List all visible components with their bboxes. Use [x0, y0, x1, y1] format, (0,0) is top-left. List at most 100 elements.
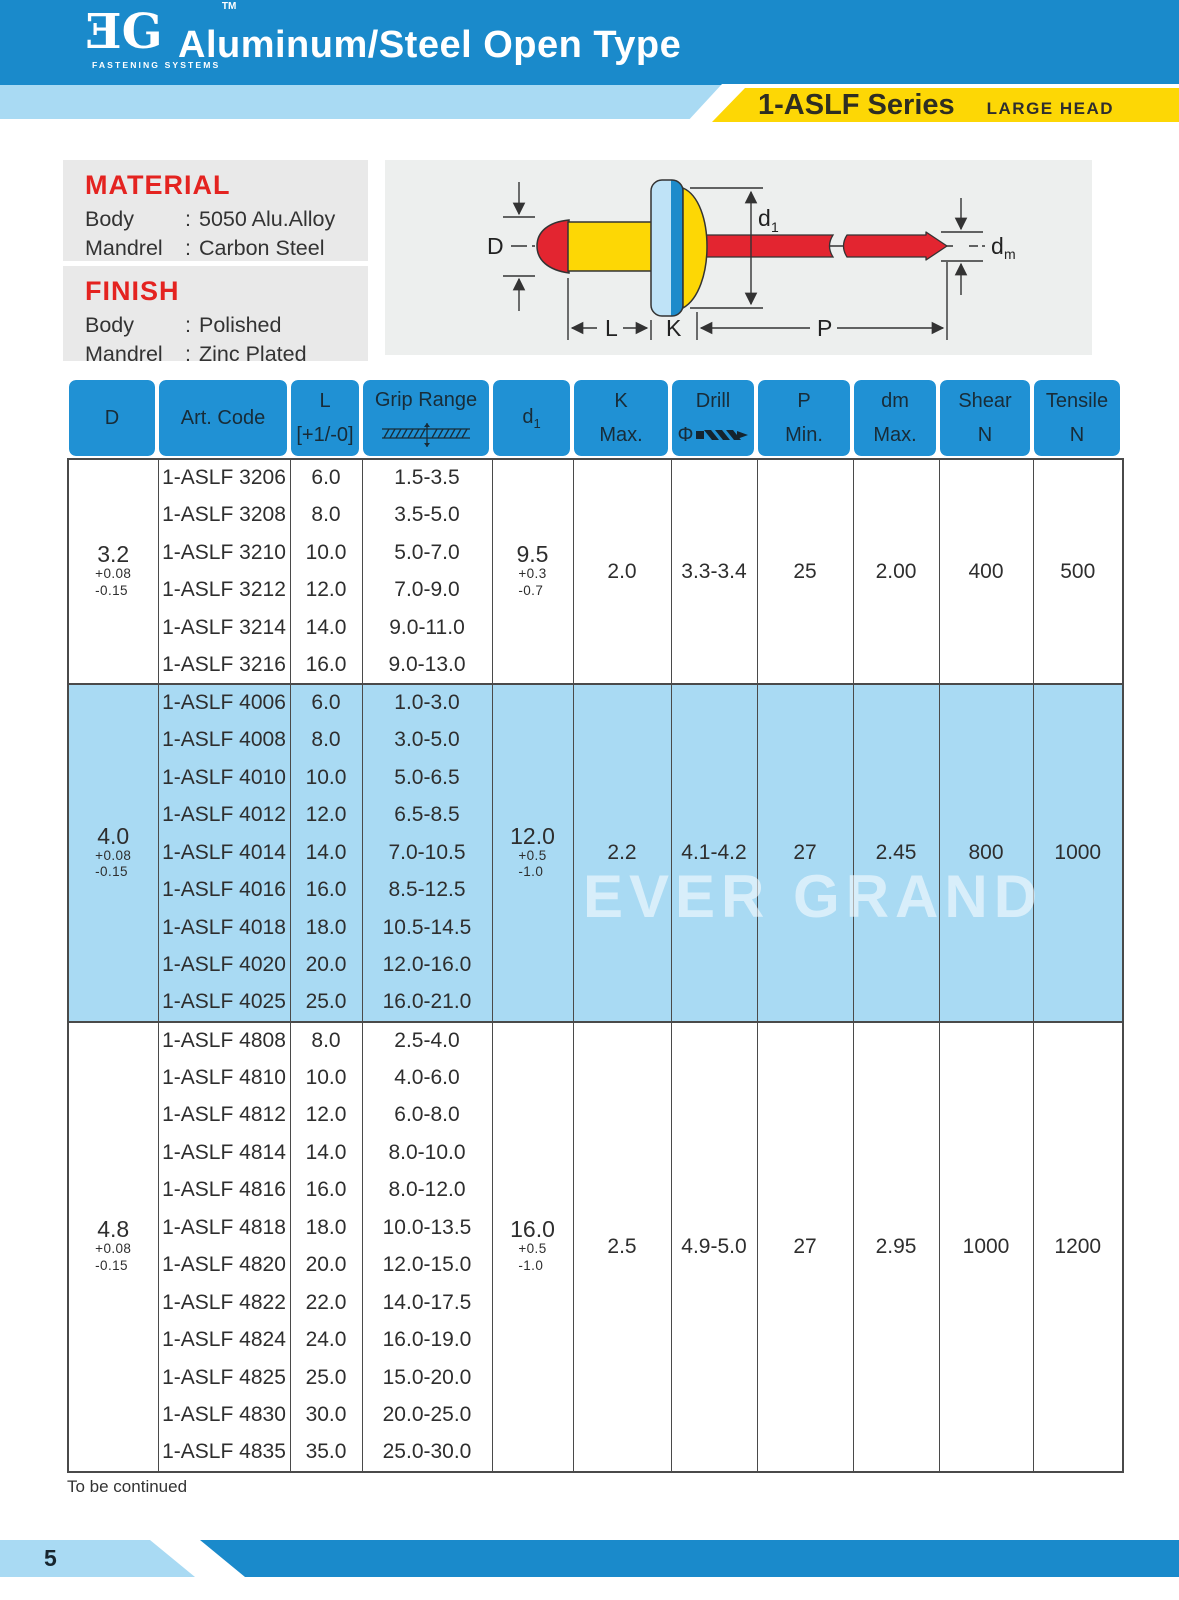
- cell-d1: 9.5 +0.3 -0.7: [491, 458, 574, 684]
- cell-tensile: 1000: [1032, 683, 1124, 1022]
- company-logo: EG TM FASTENING SYSTEMS: [92, 2, 236, 71]
- dimension-bottom: [567, 262, 948, 340]
- table-row: 1-ASLF 4010 10.0 5.0-6.5: [68, 759, 1123, 797]
- table-row: 1-ASLF 4822 22.0 14.0-17.5: [68, 1284, 1123, 1322]
- cell-length: 16.0: [289, 871, 363, 909]
- table-row: 1-ASLF 4814 14.0 8.0-10.0: [68, 1134, 1123, 1172]
- cell-k-max: 2.2: [572, 683, 672, 1022]
- cell-drill: 3.3-3.4: [670, 458, 758, 684]
- cell-diameter: 4.8 +0.08 -0.15: [67, 1020, 159, 1472]
- cell-art-code: 1-ASLF 3210: [157, 534, 291, 572]
- finish-row-body: Body : Polished: [85, 311, 368, 340]
- table-row: 1-ASLF 3210 10.0 5.0-7.0: [68, 534, 1123, 572]
- col-header-p-min: P Min.: [756, 378, 852, 458]
- cell-length: 8.0: [289, 496, 363, 534]
- table-row: 1-ASLF 3216 16.0 9.0-13.0: [68, 646, 1123, 684]
- label-dm: d: [991, 233, 1004, 259]
- cell-art-code: 1-ASLF 4814: [157, 1134, 291, 1172]
- cell-shear: 400: [938, 458, 1034, 684]
- cell-grip-range: 15.0-20.0: [361, 1359, 493, 1397]
- cell-art-code: 1-ASLF 4810: [157, 1059, 291, 1097]
- cell-tensile: 1200: [1032, 1020, 1124, 1472]
- col-header-grip-range: Grip Range: [361, 378, 491, 458]
- table-row: 1-ASLF 4818 18.0 10.0-13.5: [68, 1209, 1123, 1247]
- cell-grip-range: 20.0-25.0: [361, 1396, 493, 1434]
- finish-body-value: Polished: [199, 313, 282, 337]
- cell-length: 12.0: [289, 1096, 363, 1134]
- cell-tensile: 500: [1032, 458, 1124, 684]
- cell-art-code: 1-ASLF 3216: [157, 646, 291, 684]
- cell-grip-range: 3.5-5.0: [361, 496, 493, 534]
- cell-grip-range: 5.0-7.0: [361, 534, 493, 572]
- cell-length: 30.0: [289, 1396, 363, 1434]
- cell-length: 25.0: [289, 1359, 363, 1397]
- table-row: 1-ASLF 4824 24.0 16.0-19.0: [68, 1321, 1123, 1359]
- footer-accent-strip: [0, 1540, 195, 1577]
- cell-length: 14.0: [289, 609, 363, 647]
- col-header-tensile: Tensile N: [1032, 378, 1122, 458]
- cell-art-code: 1-ASLF 4825: [157, 1359, 291, 1397]
- cell-grip-range: 12.0-16.0: [361, 946, 493, 984]
- col-header-drill: Drill Φ: [670, 378, 756, 458]
- cell-grip-range: 9.0-11.0: [361, 609, 493, 647]
- dimension-d1: [690, 187, 763, 309]
- cell-diameter: 4.0 +0.08 -0.15: [67, 683, 159, 1022]
- col-header-k-max: K Max.: [572, 378, 670, 458]
- table-row: 4.8 +0.08 -0.15 1-ASLF 4808 8.0 2.5-4.0 16.0 +0…: [67, 1020, 1124, 1472]
- label-P: P: [817, 315, 832, 341]
- cell-length: 8.0: [289, 721, 363, 759]
- cell-d1: 12.0 +0.5 -1.0: [491, 683, 574, 1022]
- footer-bar: [200, 1540, 1179, 1577]
- table-row: 1-ASLF 3214 14.0 9.0-11.0: [68, 609, 1123, 647]
- cell-art-code: 1-ASLF 4812: [157, 1096, 291, 1134]
- cell-p-min: 27: [756, 1020, 854, 1472]
- rivet-diagram: d 1 D d m: [487, 179, 1016, 341]
- col-header-length: L [+1/-0]: [289, 378, 361, 458]
- table-row: 1-ASLF 4025 25.0 16.0-21.0: [68, 984, 1123, 1022]
- spec-table: D Art. Code L [+1/-0] Grip Range: [67, 378, 1124, 1473]
- cell-grip-range: 7.0-9.0: [361, 571, 493, 609]
- svg-text:m: m: [1004, 246, 1016, 262]
- table-row: 1-ASLF 4008 8.0 3.0-5.0: [68, 721, 1123, 759]
- table-row: 1-ASLF 3212 12.0 7.0-9.0: [68, 571, 1123, 609]
- cell-grip-range: 6.0-8.0: [361, 1096, 493, 1134]
- table-row: 3.2 +0.08 -0.15 1-ASLF 3206 6.0 1.5-3.5 9.5 +0.…: [67, 458, 1124, 684]
- page-number: 5: [44, 1545, 57, 1571]
- cell-length: 16.0: [289, 1171, 363, 1209]
- cell-art-code: 1-ASLF 4016: [157, 871, 291, 909]
- cell-d1: 16.0 +0.5 -1.0: [491, 1020, 574, 1472]
- cell-length: 10.0: [289, 759, 363, 797]
- rivet-flange: [650, 179, 708, 317]
- header-bar: EG TM FASTENING SYSTEMS Aluminum/Steel Op…: [0, 0, 1179, 85]
- cell-art-code: 1-ASLF 4020: [157, 946, 291, 984]
- cell-art-code: 1-ASLF 4830: [157, 1396, 291, 1434]
- to-be-continued-note: To be continued: [67, 1477, 188, 1496]
- cell-art-code: 1-ASLF 4025: [157, 984, 291, 1022]
- col-header-d1: d1: [491, 378, 572, 458]
- table-row: 1-ASLF 4816 16.0 8.0-12.0: [68, 1171, 1123, 1209]
- cell-length: 20.0: [289, 1246, 363, 1284]
- cell-length: 14.0: [289, 834, 363, 872]
- table-row: 1-ASLF 4016 16.0 8.5-12.5: [68, 871, 1123, 909]
- rivet-mandrel: [684, 231, 948, 261]
- cell-art-code: 1-ASLF 4008: [157, 721, 291, 759]
- cell-length: 6.0: [289, 458, 363, 497]
- cell-art-code: 1-ASLF 4808: [157, 1020, 291, 1059]
- series-name: 1-ASLF Series: [758, 89, 955, 121]
- dimension-dm: [941, 198, 983, 295]
- finish-mandrel-value: Zinc Plated: [199, 342, 307, 366]
- logo-subtitle: FASTENING SYSTEMS: [92, 60, 221, 70]
- cell-art-code: 1-ASLF 4018: [157, 909, 291, 947]
- cell-art-code: 1-ASLF 3214: [157, 609, 291, 647]
- material-body-value: 5050 Alu.Alloy: [199, 207, 336, 231]
- cell-dm-max: 2.45: [852, 683, 940, 1022]
- cell-length: 22.0: [289, 1284, 363, 1322]
- cell-art-code: 1-ASLF 4816: [157, 1171, 291, 1209]
- cell-length: 12.0: [289, 796, 363, 834]
- table-row: 1-ASLF 4014 14.0 7.0-10.5: [68, 834, 1123, 872]
- cell-art-code: 1-ASLF 3212: [157, 571, 291, 609]
- cell-length: 10.0: [289, 534, 363, 572]
- cell-art-code: 1-ASLF 4824: [157, 1321, 291, 1359]
- cell-art-code: 1-ASLF 4835: [157, 1434, 291, 1472]
- cell-art-code: 1-ASLF 4012: [157, 796, 291, 834]
